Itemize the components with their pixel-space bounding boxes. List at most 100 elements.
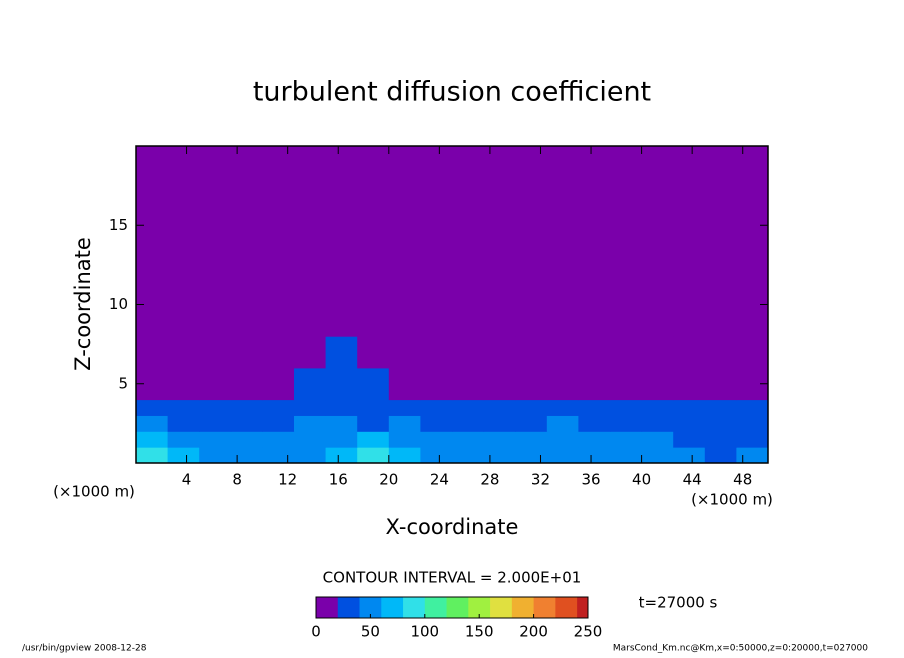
field-cell <box>546 415 579 432</box>
field-cell <box>136 146 169 337</box>
field-cell <box>673 431 706 448</box>
field-cell <box>641 146 674 337</box>
field-cell <box>357 447 390 464</box>
field-cell <box>199 415 232 432</box>
field-cell <box>294 146 327 337</box>
y-tick-label: 5 <box>118 374 128 392</box>
field-cell <box>736 146 769 337</box>
x-tick-label: 12 <box>278 471 297 489</box>
colorbar-swatch <box>424 597 448 618</box>
field-cell <box>357 399 390 416</box>
colorbar-tick-label: 250 <box>574 623 603 641</box>
field-cell <box>420 336 453 369</box>
field-cell <box>704 367 737 401</box>
field-cell <box>673 367 706 401</box>
field-cell <box>420 146 453 337</box>
colorbar-swatch <box>533 597 556 618</box>
colorbar-swatch <box>468 597 491 618</box>
field-cell <box>610 367 643 401</box>
field-cell <box>704 399 737 416</box>
colorbar-tick-label: 0 <box>311 623 321 641</box>
field-cell <box>641 367 674 401</box>
x-tick-label: 36 <box>581 471 600 489</box>
field-cell <box>262 146 295 337</box>
field-cell <box>325 336 358 369</box>
x-tick-label: 48 <box>733 471 752 489</box>
field-cell <box>452 415 485 432</box>
field-cell <box>167 146 200 337</box>
field-cell <box>388 336 421 369</box>
field-cell <box>136 415 169 432</box>
colorbar-swatch <box>511 597 535 618</box>
field-cell <box>452 399 485 416</box>
field-cell <box>325 415 358 432</box>
field-cell <box>388 146 421 337</box>
field-cell <box>325 367 358 401</box>
field-cell <box>230 447 263 464</box>
field-cell <box>199 146 232 337</box>
field-cell <box>578 431 611 448</box>
field-cell <box>546 431 579 448</box>
field-cell <box>230 336 263 369</box>
field-cell <box>262 336 295 369</box>
field-cell <box>673 146 706 337</box>
field-cell <box>641 399 674 416</box>
field-cell <box>704 415 737 432</box>
field-cell <box>357 431 390 448</box>
field-cell <box>420 447 453 464</box>
footer-right: MarsCond_Km.nc@Km,x=0:50000,z=0:20000,t=… <box>613 644 868 654</box>
colorbar-tick-label: 50 <box>361 623 380 641</box>
field-cell <box>515 367 548 401</box>
field-cell <box>704 447 737 464</box>
field-cell <box>483 415 516 432</box>
field-cell <box>294 431 327 448</box>
field-cell <box>610 415 643 432</box>
field-cell <box>578 399 611 416</box>
field-cell <box>294 447 327 464</box>
x-tick-label: 8 <box>232 471 242 489</box>
field-cell <box>420 367 453 401</box>
field-cell <box>452 367 485 401</box>
field-cell <box>736 399 769 416</box>
field-cell <box>136 399 169 416</box>
field-cell <box>420 399 453 416</box>
field-cell <box>452 336 485 369</box>
colorbar-swatch <box>359 597 382 618</box>
x-tick-label: 20 <box>379 471 398 489</box>
contour-interval: CONTOUR INTERVAL = 2.000E+01 <box>323 569 582 587</box>
field-cell <box>515 415 548 432</box>
colorbar-swatch <box>446 597 469 618</box>
colorbar-swatch <box>381 597 404 618</box>
field-cell <box>610 336 643 369</box>
field-cell <box>230 415 263 432</box>
field-cell <box>294 367 327 401</box>
field-cell <box>578 146 611 337</box>
field-cell <box>167 415 200 432</box>
field-cell <box>736 336 769 369</box>
field-cell <box>610 447 643 464</box>
field-cell <box>704 146 737 337</box>
field-cell <box>388 415 421 432</box>
field-cell <box>704 431 737 448</box>
x-axis-label: X-coordinate <box>386 515 519 539</box>
field-cell <box>136 447 169 464</box>
field-cell <box>388 399 421 416</box>
field-cell <box>515 146 548 337</box>
field-cell <box>199 367 232 401</box>
field-cell <box>325 146 358 337</box>
field-cell <box>452 447 485 464</box>
field-cell <box>136 336 169 369</box>
field-cell <box>357 367 390 401</box>
y-tick-label: 15 <box>109 216 128 234</box>
x-tick-label: 40 <box>632 471 651 489</box>
field-cell <box>483 399 516 416</box>
field-cell <box>452 431 485 448</box>
field-cell <box>262 399 295 416</box>
field-cell <box>483 336 516 369</box>
field-cell <box>388 367 421 401</box>
field-cell <box>610 431 643 448</box>
field-cell <box>515 431 548 448</box>
field-cell <box>673 415 706 432</box>
chart-title: turbulent diffusion coefficient <box>253 77 651 108</box>
field-cell <box>230 399 263 416</box>
